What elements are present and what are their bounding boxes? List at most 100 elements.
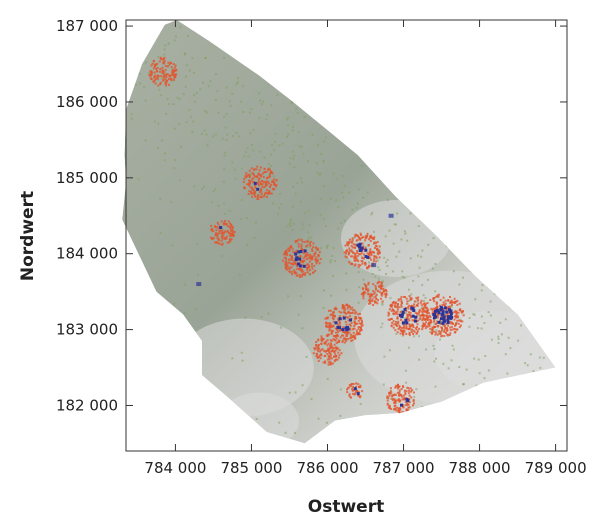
vegetation-point [487,173,490,176]
cluster-point [263,181,266,184]
cluster-point [315,346,318,349]
cluster-point [342,306,345,309]
cluster-point [404,400,407,403]
cluster-point [163,73,166,76]
vegetation-point [381,322,384,325]
vegetation-point [282,142,284,145]
cluster-point [257,180,260,183]
vegetation-point [175,35,177,38]
cluster-point [171,68,174,71]
cluster-point [396,386,399,389]
cluster-point [454,328,457,331]
cluster-point [153,79,156,82]
vegetation-point [127,27,130,30]
vegetation-point [454,247,457,250]
vegetation-point [315,162,318,165]
vegetation-point [240,100,243,103]
cluster-point [394,305,397,308]
vegetation-point [388,229,391,232]
cluster-point [401,412,404,415]
cluster-point [250,167,253,170]
cluster-point [347,337,350,340]
cluster-point [431,311,434,314]
cluster-point [329,355,332,358]
cluster-point [289,258,292,261]
cluster-point [408,394,411,397]
vegetation-point [258,116,261,119]
cluster-point [351,246,354,249]
vegetation-point [202,81,205,84]
cluster-point [447,312,450,315]
vegetation-point [499,321,502,324]
cluster-point [395,384,398,387]
vegetation-point [384,235,387,238]
cluster-point [386,399,389,402]
cluster-point [437,293,440,296]
cluster-point [335,346,338,349]
vegetation-point [478,424,481,427]
cluster-point [316,349,319,351]
cluster-point [295,251,298,254]
vegetation-point [371,211,374,214]
vegetation-point [322,161,325,164]
vegetation-point [206,21,209,24]
vegetation-point [217,111,220,114]
vegetation-point [526,364,529,367]
cluster-point [375,257,378,259]
x-tick-label: 788 000 [449,459,511,477]
cluster-point [361,250,364,253]
cluster-point [426,312,429,315]
cluster-point [267,176,270,179]
cluster-point [435,295,438,298]
cluster-point [404,393,407,396]
vegetation-point [322,159,325,162]
vegetation-point [520,421,523,423]
vegetation-point [531,415,534,417]
cluster-point [226,224,229,227]
cluster-point [283,256,286,259]
cluster-point [350,255,352,258]
cluster-point [306,268,309,271]
cluster-point [370,254,373,257]
vegetation-point [214,133,217,136]
cluster-point [330,339,333,342]
cluster-point [306,240,309,243]
cluster-point [345,335,348,337]
cluster-point [447,305,450,308]
cluster-point [341,339,344,342]
cluster-point [453,297,456,300]
cluster-point [249,186,252,189]
vegetation-point [431,177,433,179]
vegetation-point [421,119,424,122]
cluster-point [159,83,162,86]
vegetation-point [289,157,292,160]
cluster-point [268,186,271,188]
vegetation-point [278,144,281,147]
cluster-point [352,389,354,392]
vegetation-point [145,61,147,64]
vegetation-point [246,217,248,220]
vegetation-point [270,78,273,81]
vegetation-point [497,413,500,416]
cluster-point [290,256,293,259]
cluster-point [377,299,379,302]
cluster-point [364,239,367,242]
cluster-point [354,392,356,395]
vegetation-point [551,436,554,439]
cluster-point [347,253,350,256]
cluster-point [248,184,251,187]
vegetation-point [182,93,185,96]
cluster-point [320,338,323,341]
cluster-point [271,172,274,175]
cluster-point [256,176,258,179]
cluster-point [333,307,336,310]
vegetation-point [137,36,140,39]
cluster-point [244,174,247,177]
cluster-point [439,319,441,322]
cluster-point [362,297,365,300]
cluster-point [381,282,383,285]
vegetation-point [487,311,490,314]
cluster-point [350,312,353,314]
vegetation-point [332,275,334,278]
vegetation-point [422,202,425,205]
